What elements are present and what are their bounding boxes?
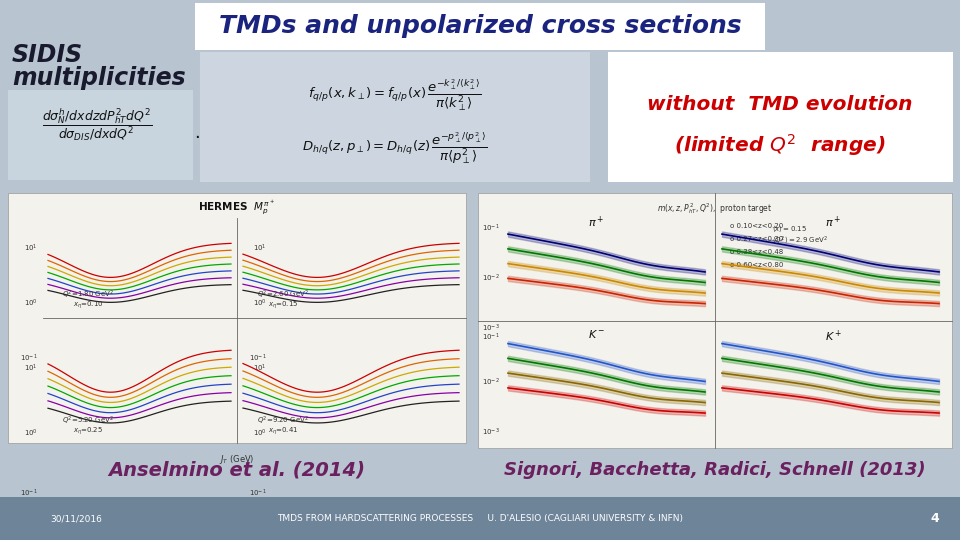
Text: 10$^0$: 10$^0$ xyxy=(253,298,267,309)
Text: 10$^{-1}$: 10$^{-1}$ xyxy=(20,352,38,363)
Text: 4: 4 xyxy=(930,512,940,525)
Text: $K^+$: $K^+$ xyxy=(825,328,842,344)
Text: $Q^2$=5.20 GeV$^2$: $Q^2$=5.20 GeV$^2$ xyxy=(62,415,114,427)
Text: 10$^1$: 10$^1$ xyxy=(253,362,267,374)
Text: SIDIS: SIDIS xyxy=(12,43,84,67)
Text: $J_T$ (GeV): $J_T$ (GeV) xyxy=(219,453,254,466)
Text: 30/11/2016: 30/11/2016 xyxy=(50,515,102,523)
Text: TMDs and unpolarized cross sections: TMDs and unpolarized cross sections xyxy=(219,14,741,38)
Text: $x_\eta$=0.15: $x_\eta$=0.15 xyxy=(268,299,299,310)
Text: Anselmino et al. (2014): Anselmino et al. (2014) xyxy=(108,461,366,480)
Text: 10$^{-2}$: 10$^{-2}$ xyxy=(482,272,500,284)
FancyBboxPatch shape xyxy=(195,3,765,50)
Text: 10$^0$: 10$^0$ xyxy=(24,298,38,309)
Text: $\dfrac{d\sigma_N^h/dxdzdP_{hT}^2dQ^2}{d\sigma_{DIS}/dxdQ^2}$: $\dfrac{d\sigma_N^h/dxdzdP_{hT}^2dQ^2}{d… xyxy=(42,106,152,144)
FancyBboxPatch shape xyxy=(8,90,193,180)
Text: 10$^{-1}$: 10$^{-1}$ xyxy=(250,487,267,498)
Text: 10$^{-1}$: 10$^{-1}$ xyxy=(250,352,267,363)
Text: $m(x,z,P_{hT}^2,Q^2)$,  proton target: $m(x,z,P_{hT}^2,Q^2)$, proton target xyxy=(658,201,773,216)
Text: 10$^1$: 10$^1$ xyxy=(24,362,38,374)
Text: 10$^1$: 10$^1$ xyxy=(253,242,267,254)
Text: $x_\eta$=0.25: $x_\eta$=0.25 xyxy=(73,426,103,437)
FancyBboxPatch shape xyxy=(8,193,466,443)
Text: $\langle x \rangle = 0.15$: $\langle x \rangle = 0.15$ xyxy=(772,223,807,234)
Text: 10$^{-1}$: 10$^{-1}$ xyxy=(20,487,38,498)
Text: $Q^2$=1.80 GeV$^2$: $Q^2$=1.80 GeV$^2$ xyxy=(62,289,114,301)
Text: 10$^{-3}$: 10$^{-3}$ xyxy=(482,322,500,334)
FancyBboxPatch shape xyxy=(200,52,590,182)
Text: o 0.60<z<0.80: o 0.60<z<0.80 xyxy=(730,262,783,268)
Text: $\langle Q^2 \rangle = 2.9$ GeV$^2$: $\langle Q^2 \rangle = 2.9$ GeV$^2$ xyxy=(772,235,828,247)
Text: $\pi^+$: $\pi^+$ xyxy=(826,215,842,230)
Text: multiplicities: multiplicities xyxy=(12,66,185,90)
Text: $D_{h/q}(z,p_\perp) = D_{h/q}(z)\,\dfrac{e^{-p_\perp^2/\langle p_\perp^2\rangle}: $D_{h/q}(z,p_\perp) = D_{h/q}(z)\,\dfrac… xyxy=(302,130,488,166)
Text: 10$^0$: 10$^0$ xyxy=(24,427,38,438)
Text: $Q^2$=9.20 GeV$^2$: $Q^2$=9.20 GeV$^2$ xyxy=(257,415,309,427)
Text: 10$^{-1}$: 10$^{-1}$ xyxy=(482,222,500,234)
Text: $\pi^+$: $\pi^+$ xyxy=(588,215,605,230)
Text: o 0.27<z<0.30: o 0.27<z<0.30 xyxy=(730,236,783,242)
Text: (limited $Q^2$  range): (limited $Q^2$ range) xyxy=(674,132,886,158)
Text: $x_\eta$=0.41: $x_\eta$=0.41 xyxy=(268,426,299,437)
FancyBboxPatch shape xyxy=(608,52,953,182)
Text: 10$^{-1}$: 10$^{-1}$ xyxy=(482,332,500,343)
Text: o 0.38<z<0.48: o 0.38<z<0.48 xyxy=(730,249,783,255)
Text: TMDS FROM HARDSCATTERING PROCESSES     U. D'ALESIO (CAGLIARI UNIVERSITY & INFN): TMDS FROM HARDSCATTERING PROCESSES U. D'… xyxy=(277,515,683,523)
Text: $K^-$: $K^-$ xyxy=(588,328,605,341)
FancyBboxPatch shape xyxy=(478,193,952,448)
Text: 10$^{-3}$: 10$^{-3}$ xyxy=(482,427,500,438)
Text: HERMES  $M_p^{\pi^+}$: HERMES $M_p^{\pi^+}$ xyxy=(199,199,276,217)
Text: o 0.10<z<0.20: o 0.10<z<0.20 xyxy=(730,223,783,229)
Text: 10$^0$: 10$^0$ xyxy=(253,427,267,438)
Text: Signori, Bacchetta, Radici, Schnell (2013): Signori, Bacchetta, Radici, Schnell (201… xyxy=(504,461,925,479)
Text: 10$^1$: 10$^1$ xyxy=(24,242,38,254)
Text: 10$^{-2}$: 10$^{-2}$ xyxy=(482,377,500,388)
Text: $Q^2$=2.60 GeV$^2$: $Q^2$=2.60 GeV$^2$ xyxy=(257,289,309,301)
Text: $f_{q/p}(x,k_\perp) = f_{q/p}(x)\,\dfrac{e^{-k_\perp^2/\langle k_\perp^2\rangle}: $f_{q/p}(x,k_\perp) = f_{q/p}(x)\,\dfrac… xyxy=(308,77,482,113)
FancyBboxPatch shape xyxy=(0,497,960,540)
Text: without  TMD evolution: without TMD evolution xyxy=(647,96,913,114)
Text: $x_\eta$=0.10: $x_\eta$=0.10 xyxy=(73,299,104,310)
Text: .: . xyxy=(194,124,200,142)
